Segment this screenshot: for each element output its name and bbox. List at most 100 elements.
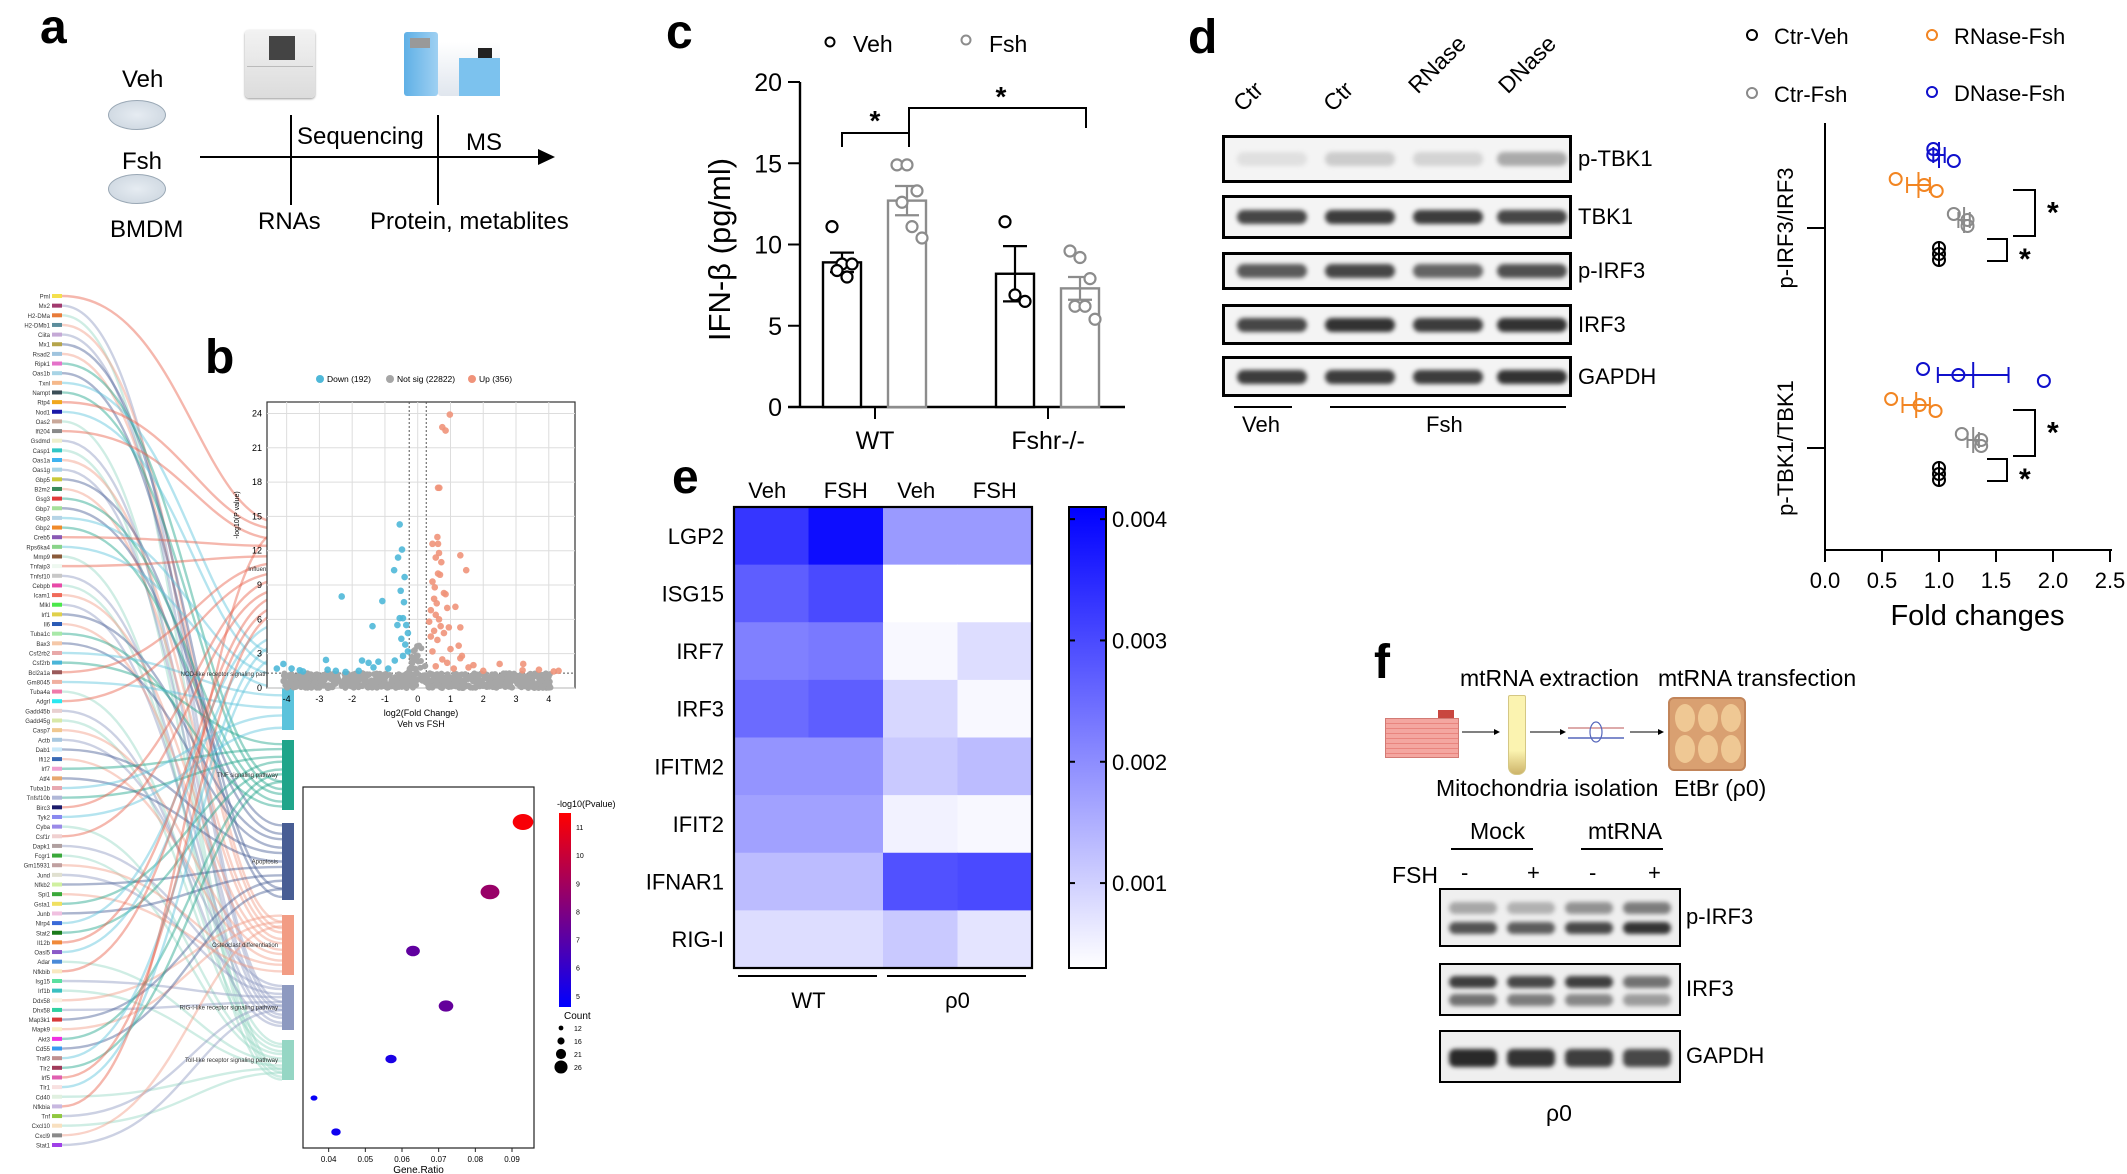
gene-color-swatch — [52, 332, 62, 337]
x-tick-label: 0 — [415, 694, 420, 704]
point-up — [437, 622, 444, 630]
point-not-sig — [411, 646, 418, 653]
colorbar-tick-label: 0.002 — [1112, 750, 1167, 775]
group-label: ρ0 — [945, 988, 970, 1013]
point-not-sig — [547, 684, 554, 691]
gene-color-swatch — [52, 515, 62, 520]
panel-b-label: b — [205, 331, 235, 384]
sankey-link — [61, 381, 283, 657]
gene-label: Spi1 — [38, 893, 51, 899]
bubble-point — [310, 1095, 318, 1101]
x-tick-label: 0.04 — [321, 1155, 337, 1164]
sankey-link — [61, 304, 283, 1003]
point-not-sig — [538, 677, 545, 684]
blot-band — [1497, 152, 1567, 166]
point-not-sig — [393, 678, 400, 685]
point-not-sig — [417, 657, 424, 664]
gene-color-swatch — [52, 535, 62, 540]
point-not-sig — [450, 681, 457, 688]
size-legend-label: 12 — [574, 1026, 582, 1033]
x-tick-label: 0.07 — [431, 1155, 447, 1164]
sankey-link — [61, 622, 283, 951]
gene-color-swatch — [52, 728, 62, 733]
point-not-sig — [530, 679, 537, 686]
sankey-link — [61, 864, 283, 966]
gene-color-swatch — [52, 313, 62, 318]
gene-color-swatch — [52, 1007, 62, 1012]
data-point — [1083, 272, 1097, 286]
gene-label: Dab1 — [36, 748, 51, 754]
sankey-link — [61, 979, 283, 999]
gene-color-swatch — [52, 660, 62, 665]
mtrna-group-line — [1581, 848, 1663, 850]
data-point — [1917, 178, 1932, 192]
point-up — [438, 656, 446, 663]
blot-band — [1325, 317, 1395, 332]
gene-label: Cxcl9 — [35, 1134, 51, 1140]
point-down — [288, 665, 295, 672]
data-point — [1954, 427, 1969, 441]
point-down — [399, 614, 407, 622]
gene-color-swatch — [52, 834, 62, 839]
column-label: FSH — [973, 478, 1017, 503]
gene-label: H2-DMa — [28, 314, 51, 320]
significance-star: * — [2019, 463, 2031, 496]
sankey-link — [61, 333, 283, 1008]
data-point — [1926, 142, 1941, 156]
panel-c-label: c — [666, 6, 693, 59]
blot-strip — [1439, 1030, 1681, 1083]
point-not-sig — [329, 682, 336, 689]
point-not-sig — [348, 683, 355, 690]
fsh-sign: - — [1461, 860, 1469, 885]
sankey-link — [61, 760, 283, 906]
bubble-point — [331, 1128, 341, 1136]
gene-color-swatch — [52, 737, 62, 742]
size-legend-label: 26 — [574, 1065, 582, 1072]
panel-a-label: a — [40, 1, 67, 54]
gene-color-swatch — [52, 544, 62, 549]
gene-color-swatch — [52, 882, 62, 887]
sankey-link — [61, 323, 283, 923]
gene-color-swatch — [52, 342, 62, 347]
y-tick-label: 5 — [768, 313, 782, 341]
heatmap-cell — [883, 564, 958, 623]
blot-band — [1623, 975, 1671, 988]
gene-color-swatch — [52, 602, 62, 607]
gene-label: Oas1g — [32, 468, 50, 474]
point-not-sig — [303, 679, 310, 686]
gene-label: Tnfsf10 — [30, 574, 51, 580]
well-plate-icon — [1668, 697, 1746, 771]
gene-label: Pml — [40, 295, 50, 301]
row-label: IFIT2 — [673, 812, 724, 837]
heatmap-cell — [808, 910, 884, 969]
sankey-link — [61, 960, 283, 1063]
data-point — [1932, 253, 1946, 267]
x-tick-label: 1 — [448, 694, 453, 704]
point-not-sig — [467, 684, 474, 691]
heatmap-frame — [732, 505, 1034, 970]
legend-marker — [1746, 29, 1758, 41]
blot-strip — [1222, 252, 1572, 290]
gene-label: Traf3 — [36, 1057, 50, 1063]
gene-color-swatch — [52, 593, 62, 598]
rnas-label: RNAs — [258, 208, 321, 235]
point-up — [446, 411, 454, 418]
sankey-link — [61, 865, 283, 886]
point-up — [470, 661, 477, 669]
gene-label: Rtp4 — [37, 401, 50, 407]
sankey-link — [61, 535, 283, 548]
heatmap-cell — [957, 507, 1033, 566]
size-legend-title: Count — [564, 1011, 591, 1022]
sankey-link — [61, 634, 283, 954]
point-down — [399, 652, 407, 660]
gene-label: Gsg3 — [36, 497, 51, 503]
point-not-sig — [426, 684, 433, 691]
data-point — [998, 215, 1012, 229]
point-not-sig — [493, 679, 500, 686]
point-down — [365, 659, 372, 667]
sankey-link — [61, 294, 283, 525]
point-down — [355, 667, 363, 675]
point-not-sig — [342, 684, 349, 691]
point-not-sig — [400, 677, 407, 684]
legend-label: DNase-Fsh — [1954, 81, 2065, 106]
